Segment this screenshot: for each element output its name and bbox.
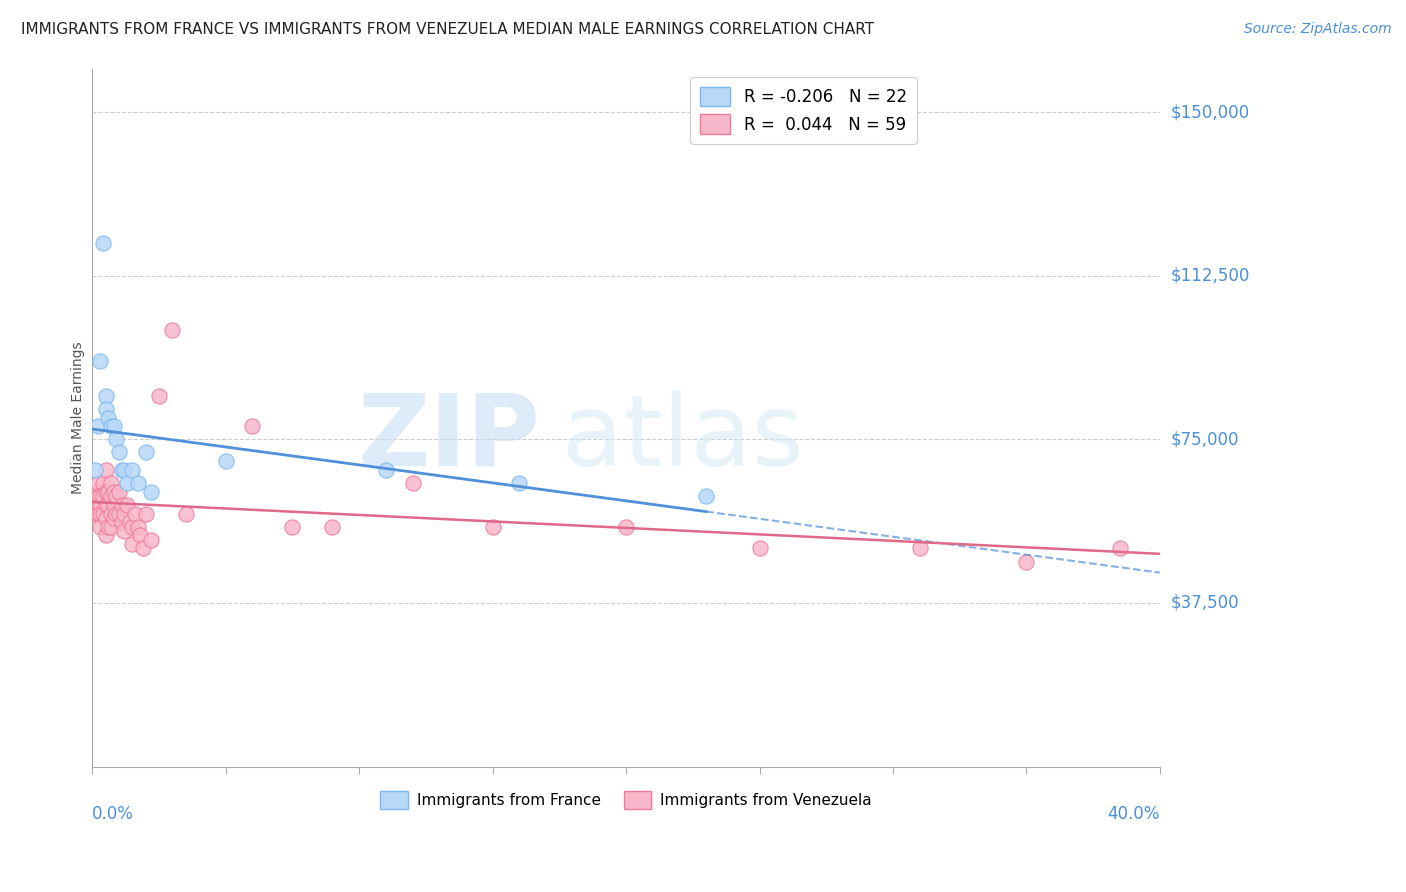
Point <box>127 519 149 533</box>
Text: 40.0%: 40.0% <box>1108 805 1160 823</box>
Point <box>86 475 108 490</box>
Point <box>91 507 114 521</box>
Text: $75,000: $75,000 <box>1171 430 1240 449</box>
Point <box>118 516 141 530</box>
Point <box>97 484 120 499</box>
Point <box>89 498 111 512</box>
Point <box>97 519 120 533</box>
Point <box>103 511 125 525</box>
Point <box>103 498 125 512</box>
Point <box>135 507 157 521</box>
Point <box>1015 555 1038 569</box>
Point <box>89 507 111 521</box>
Point <box>103 419 125 434</box>
Point <box>401 475 423 490</box>
Point <box>94 401 117 416</box>
Point <box>94 528 117 542</box>
Point <box>139 484 162 499</box>
Point <box>321 519 343 533</box>
Point <box>695 489 717 503</box>
Point <box>94 389 117 403</box>
Point <box>105 433 128 447</box>
Point <box>112 463 135 477</box>
Point <box>115 475 138 490</box>
Point <box>105 489 128 503</box>
Point <box>89 519 111 533</box>
Point <box>110 463 132 477</box>
Point <box>240 419 263 434</box>
Point <box>89 354 111 368</box>
Point <box>124 507 146 521</box>
Text: $150,000: $150,000 <box>1171 103 1250 121</box>
Point <box>162 323 184 337</box>
Point <box>108 445 131 459</box>
Point <box>139 533 162 547</box>
Point <box>481 519 503 533</box>
Point <box>108 484 131 499</box>
Point <box>97 410 120 425</box>
Y-axis label: Median Male Earnings: Median Male Earnings <box>72 342 86 494</box>
Point <box>115 498 138 512</box>
Point <box>614 519 637 533</box>
Point <box>129 528 152 542</box>
Point <box>100 489 122 503</box>
Point <box>105 507 128 521</box>
Point <box>281 519 304 533</box>
Text: Source: ZipAtlas.com: Source: ZipAtlas.com <box>1244 22 1392 37</box>
Point <box>110 498 132 512</box>
Point <box>908 541 931 556</box>
Point <box>100 507 122 521</box>
Text: atlas: atlas <box>562 390 804 487</box>
Point <box>91 235 114 250</box>
Point <box>94 463 117 477</box>
Point <box>748 541 770 556</box>
Text: $112,500: $112,500 <box>1171 267 1250 285</box>
Point <box>214 454 236 468</box>
Point <box>83 484 105 499</box>
Point <box>112 507 135 521</box>
Point <box>86 489 108 503</box>
Text: 0.0%: 0.0% <box>93 805 134 823</box>
Point <box>94 511 117 525</box>
Point <box>89 489 111 503</box>
Point <box>86 507 108 521</box>
Point <box>94 498 117 512</box>
Point <box>100 419 122 434</box>
Text: ZIP: ZIP <box>357 390 541 487</box>
Text: IMMIGRANTS FROM FRANCE VS IMMIGRANTS FROM VENEZUELA MEDIAN MALE EARNINGS CORRELA: IMMIGRANTS FROM FRANCE VS IMMIGRANTS FRO… <box>21 22 875 37</box>
Point <box>91 489 114 503</box>
Point <box>100 519 122 533</box>
Point <box>148 389 170 403</box>
Point <box>83 463 105 477</box>
Point <box>103 484 125 499</box>
Point <box>374 463 396 477</box>
Point <box>132 541 155 556</box>
Point <box>135 445 157 459</box>
Point <box>174 507 197 521</box>
Point <box>100 475 122 490</box>
Point <box>94 484 117 499</box>
Point <box>97 498 120 512</box>
Point <box>508 475 530 490</box>
Point <box>91 475 114 490</box>
Point <box>83 498 105 512</box>
Point <box>110 516 132 530</box>
Point <box>108 507 131 521</box>
Point <box>86 419 108 434</box>
Point <box>121 519 143 533</box>
Point <box>112 524 135 538</box>
Point <box>127 475 149 490</box>
Legend: Immigrants from France, Immigrants from Venezuela: Immigrants from France, Immigrants from … <box>374 785 879 814</box>
Point <box>121 463 143 477</box>
Point <box>121 537 143 551</box>
Point <box>1108 541 1130 556</box>
Point <box>83 507 105 521</box>
Text: $37,500: $37,500 <box>1171 594 1240 612</box>
